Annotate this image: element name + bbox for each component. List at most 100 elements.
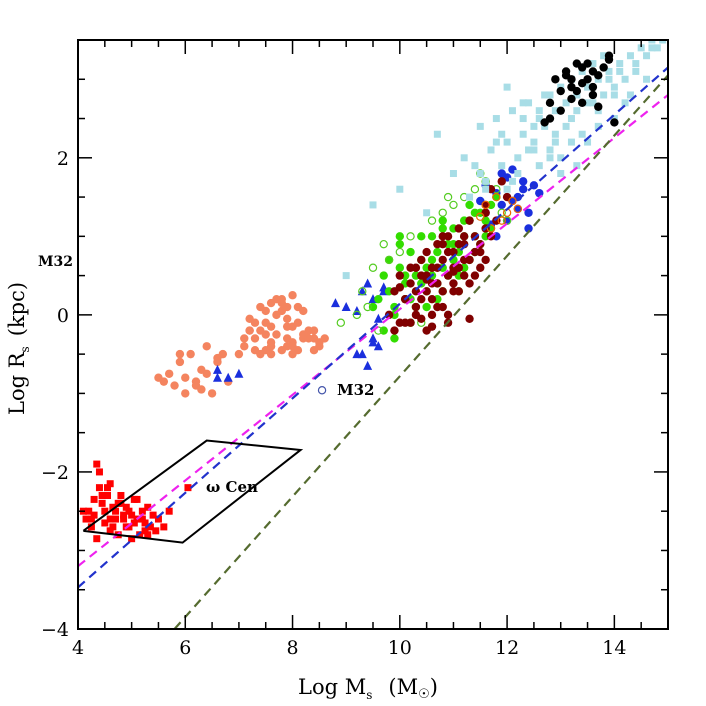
red-squares-point xyxy=(138,507,146,515)
lightblue-squares-point xyxy=(600,52,608,60)
darkred-circles-point xyxy=(502,192,512,202)
green-circles-point xyxy=(492,192,501,202)
lightblue-squares-point xyxy=(584,83,592,91)
darkred-circles-point xyxy=(459,255,469,265)
blue-circles-point xyxy=(524,224,533,233)
lightblue-squares-point xyxy=(584,138,592,146)
salmon-circles-point xyxy=(288,291,297,300)
darkred-circles-point xyxy=(395,271,405,280)
darkred-circles-point xyxy=(465,216,474,225)
lightblue-squares-point xyxy=(342,272,350,280)
black-circles-point xyxy=(588,90,598,100)
red-squares-point xyxy=(146,523,154,531)
green-circles-point xyxy=(384,255,394,265)
blue-triangles-point xyxy=(330,298,340,308)
red-squares-point xyxy=(82,515,90,523)
darkred-circles-point xyxy=(417,255,426,265)
green-circles-point xyxy=(427,232,437,241)
darkred-circles-point xyxy=(465,279,474,288)
lightblue-squares-point xyxy=(632,60,640,68)
lightblue-squares-point xyxy=(508,177,516,185)
red-squares-point xyxy=(149,511,157,519)
salmon-circles-point xyxy=(261,306,270,316)
darkred-circles-point xyxy=(449,287,458,296)
omega-cen-box xyxy=(82,439,304,544)
green-open-circles-point xyxy=(358,287,367,296)
darkred-circles-point xyxy=(417,314,426,323)
salmon-circles-point xyxy=(282,314,292,323)
salmon-circles-point xyxy=(309,326,319,335)
lightblue-squares-point xyxy=(551,107,559,115)
lightblue-squares-point xyxy=(492,115,500,123)
lightblue-squares-point xyxy=(616,60,624,68)
x-tick-label: 8 xyxy=(286,637,298,659)
lightblue-squares-point xyxy=(535,115,543,123)
overlay-layer xyxy=(78,66,668,629)
green-open-circles-point xyxy=(379,239,388,249)
darkred-circles-point xyxy=(411,263,421,272)
darkred-circles-point xyxy=(481,255,490,265)
black-circles-point xyxy=(588,67,598,76)
lightblue-squares-point xyxy=(498,130,506,138)
green-open-circles-point xyxy=(438,208,447,217)
salmon-circles-point xyxy=(250,346,260,355)
blue-circles-point xyxy=(497,200,506,210)
red-squares-point xyxy=(87,515,95,523)
y-tick-label: 0 xyxy=(57,305,69,327)
lightblue-squares-point xyxy=(600,91,608,99)
salmon-circles-point xyxy=(234,349,244,359)
lightblue-squares-point xyxy=(589,60,597,68)
darkred-circles-point xyxy=(459,271,469,280)
green-circles-point xyxy=(433,247,442,257)
darkred-circles-point xyxy=(470,271,480,280)
lightblue-squares-point xyxy=(632,67,640,75)
green-circles-point xyxy=(395,232,405,241)
black-circles-point xyxy=(599,63,608,72)
darkred-circles-point xyxy=(459,232,469,241)
blue-triangles-point xyxy=(352,349,362,359)
salmon-circles-point xyxy=(266,338,276,347)
green-circles-point xyxy=(422,302,431,312)
red-squares-point xyxy=(133,495,141,503)
darkred-circles-point xyxy=(438,232,447,241)
darkred-circles-point xyxy=(427,294,437,304)
darkred-circles-point xyxy=(406,279,415,288)
orange-open-circles-point xyxy=(486,224,496,233)
lightblue-squares-point xyxy=(626,52,634,60)
black-circles-point xyxy=(577,98,587,108)
salmon-circles-point xyxy=(197,385,206,394)
lightblue-squares-point xyxy=(557,170,565,178)
red-squares-point xyxy=(120,515,128,523)
salmon-circles-point xyxy=(186,349,195,359)
lightblue-squares-point xyxy=(546,146,554,154)
red-squares-point xyxy=(109,523,117,531)
darkred-circles-point xyxy=(470,247,480,257)
blue-circles-point xyxy=(497,169,506,178)
salmon-circles-point xyxy=(282,322,292,331)
red-squares-point xyxy=(122,503,130,511)
salmon-circles-point xyxy=(261,346,270,355)
lightblue-squares-point xyxy=(508,107,516,115)
x-tick-label: 12 xyxy=(495,637,519,659)
lightblue-squares-point xyxy=(589,99,597,107)
y-tick-label: −4 xyxy=(41,619,69,641)
red-squares-point xyxy=(130,519,138,527)
red-squares-point xyxy=(98,491,106,499)
orange-open-circles-point xyxy=(476,212,485,221)
green-circles-point xyxy=(395,239,405,249)
salmon-circles-point xyxy=(277,298,287,308)
salmon-circles-point xyxy=(175,357,185,367)
red-squares-point xyxy=(120,511,128,519)
lightblue-squares-point xyxy=(637,44,645,52)
salmon-circles-point xyxy=(250,334,260,343)
blue-dashed-fit xyxy=(78,66,668,589)
red-squares-point xyxy=(184,484,192,492)
green-open-circles-point xyxy=(352,310,362,320)
lightblue-squares-point xyxy=(643,52,651,60)
red-squares-point xyxy=(128,511,136,519)
salmon-circles-point xyxy=(288,349,297,359)
red-squares-point xyxy=(128,535,136,543)
darkred-circles-point xyxy=(449,279,458,288)
red-squares-point xyxy=(93,535,101,543)
green-circles-point xyxy=(379,271,388,280)
